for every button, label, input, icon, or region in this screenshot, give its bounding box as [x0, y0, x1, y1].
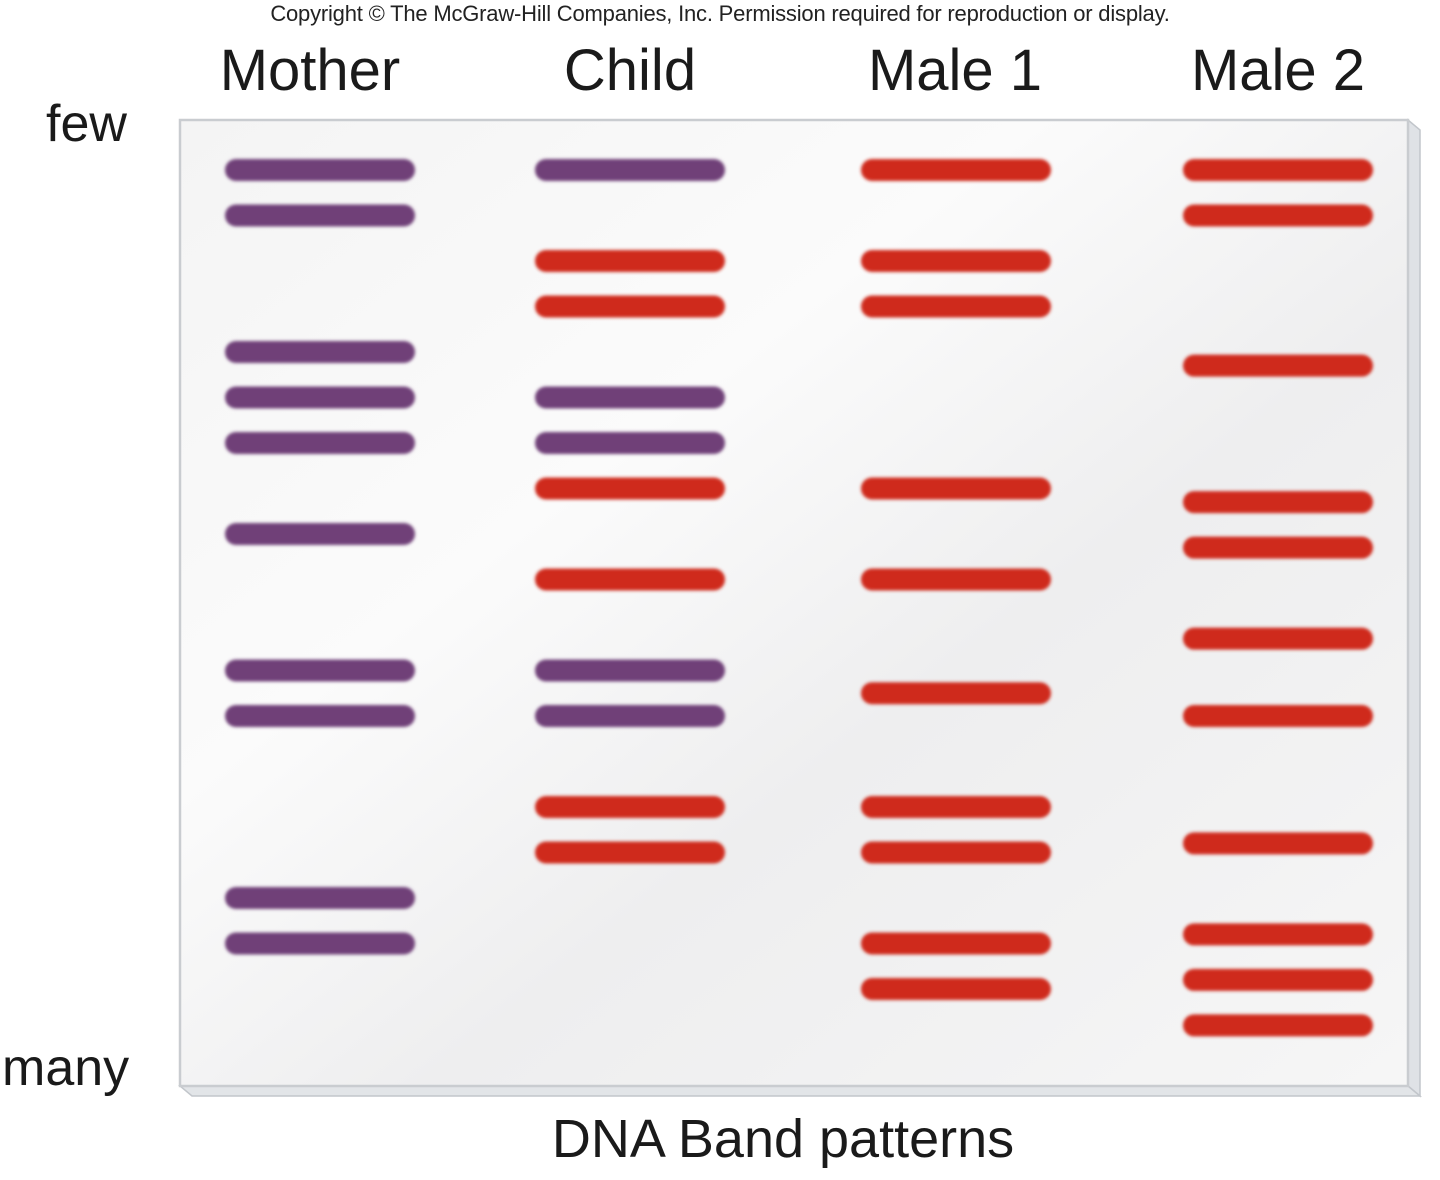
- band-male-2-4: [1183, 491, 1373, 514]
- band-male-2-1: [1183, 159, 1373, 181]
- band-mother-10: [225, 932, 415, 955]
- axis-label-few: few: [46, 95, 127, 153]
- gel-caption: DNA Band patterns: [551, 1109, 1015, 1169]
- lane-label-male-1: Male 1: [867, 38, 1043, 103]
- axis-label-many: many: [2, 1039, 130, 1097]
- band-male-2-11: [1183, 1014, 1373, 1037]
- band-child-3: [535, 295, 725, 318]
- gel-right-edge: [1407, 118, 1421, 1098]
- band-male-2-9: [1183, 923, 1373, 946]
- band-child-2: [535, 250, 725, 272]
- band-child-6: [535, 477, 725, 500]
- band-male-1-6: [861, 682, 1051, 705]
- band-male-1-4: [861, 477, 1051, 500]
- band-male-1-5: [861, 568, 1051, 591]
- band-male-2-3: [1183, 354, 1373, 377]
- band-male-1-3: [861, 295, 1051, 318]
- band-child-1: [535, 159, 725, 181]
- band-male-2-7: [1183, 705, 1373, 727]
- gel-panel: [178, 118, 1422, 1098]
- band-child-4: [535, 386, 725, 409]
- band-mother-5: [225, 432, 415, 454]
- band-male-2-2: [1183, 204, 1373, 227]
- gel-bottom-edge: [178, 1085, 1422, 1097]
- band-male-1-7: [861, 796, 1051, 818]
- band-child-10: [535, 796, 725, 818]
- band-mother-4: [225, 386, 415, 409]
- band-male-2-10: [1183, 968, 1373, 991]
- lane-label-mother: Mother: [219, 38, 401, 103]
- band-male-1-10: [861, 978, 1051, 1000]
- band-male-2-6: [1183, 627, 1373, 650]
- band-child-8: [535, 659, 725, 682]
- band-male-1-1: [861, 159, 1051, 181]
- lane-label-male-2: Male 2: [1190, 38, 1366, 103]
- gel-graphic: [178, 118, 1422, 1098]
- band-mother-3: [225, 341, 415, 363]
- band-male-1-8: [861, 841, 1051, 864]
- lane-label-child: Child: [563, 38, 697, 103]
- band-male-2-8: [1183, 832, 1373, 855]
- band-mother-6: [225, 523, 415, 545]
- band-child-5: [535, 432, 725, 454]
- copyright-notice: Copyright © The McGraw-Hill Companies, I…: [270, 1, 1170, 26]
- band-child-11: [535, 841, 725, 864]
- band-child-9: [535, 705, 725, 727]
- band-mother-1: [225, 159, 415, 181]
- band-mother-7: [225, 659, 415, 682]
- band-male-1-2: [861, 250, 1051, 272]
- bands-layer: [225, 159, 1373, 1037]
- band-male-2-5: [1183, 536, 1373, 559]
- band-male-1-9: [861, 932, 1051, 955]
- band-mother-8: [225, 705, 415, 727]
- band-mother-2: [225, 204, 415, 227]
- band-child-7: [535, 568, 725, 591]
- band-mother-9: [225, 887, 415, 909]
